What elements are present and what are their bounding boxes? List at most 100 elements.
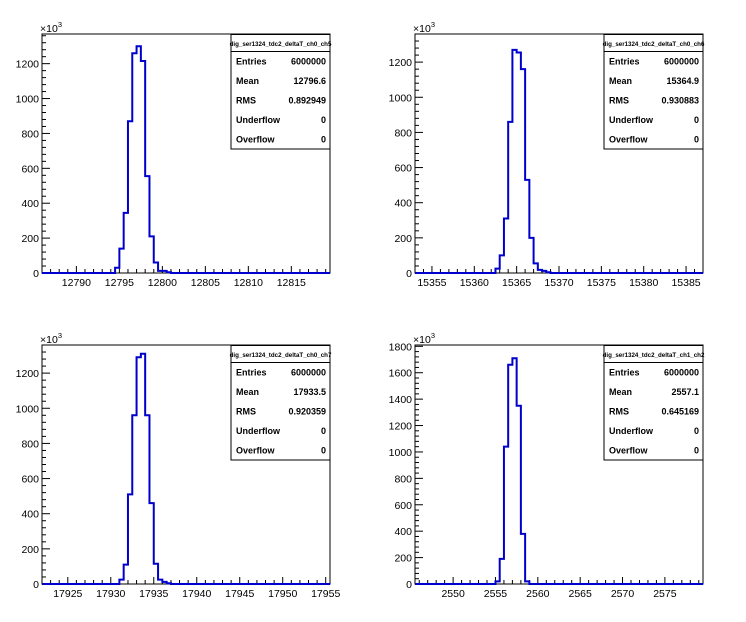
stats-value: 0 (321, 115, 326, 125)
stats-box-frame (230, 34, 331, 150)
stats-label: Underflow (236, 115, 281, 125)
x-tick-label: 2560 (526, 588, 550, 600)
y-multiplier-label: ×103 (40, 20, 62, 35)
stats-value: 0.892949 (288, 96, 326, 106)
histogram-bin (521, 534, 525, 584)
x-tick-label: 12810 (234, 277, 263, 289)
x-tick-label: 17945 (225, 588, 254, 600)
histogram-bin (525, 180, 529, 273)
y-tick-label: 200 (394, 233, 412, 245)
x-tick-label: 12805 (191, 277, 220, 289)
x-tick-label: 17940 (182, 588, 211, 600)
histogram-bin (128, 494, 132, 584)
histogram-bin (128, 121, 132, 273)
histogram-bin (119, 249, 123, 273)
histogram-bin (167, 272, 171, 273)
stats-label: RMS (609, 407, 629, 417)
stats-label: Overflow (609, 135, 649, 145)
stats-label: Entries (236, 57, 267, 67)
stats-value: 6000000 (664, 368, 699, 378)
histogram-bin (542, 271, 546, 273)
histogram-bin (137, 357, 141, 584)
histogram-bin (141, 354, 145, 584)
y-multiplier-label: ×103 (413, 20, 435, 35)
x-tick-label: 2575 (653, 588, 677, 600)
stats-value: 15364.9 (666, 76, 699, 86)
stats-label: Overflow (236, 446, 276, 456)
stats-label: Mean (609, 76, 632, 86)
histogram-bin (538, 270, 542, 273)
histogram-bin (529, 238, 533, 273)
stats-label: Mean (236, 387, 259, 397)
histogram-series-line (415, 48, 703, 274)
x-tick-label: 12815 (277, 277, 306, 289)
y-tick-label: 1400 (389, 394, 413, 406)
histogram-bin (154, 564, 158, 584)
stats-label: RMS (236, 96, 256, 106)
histogram-bin (500, 255, 504, 273)
stats-value: 0.930883 (661, 96, 699, 106)
x-tick-label: 12790 (62, 277, 91, 289)
y-tick-label: 1000 (16, 403, 40, 415)
histogram-bin (512, 358, 516, 584)
histogram-bin (495, 269, 499, 273)
y-tick-label: 1000 (389, 447, 413, 459)
x-tick-label: 15380 (629, 277, 658, 289)
y-tick-label: 800 (21, 438, 39, 450)
histogram-bin (124, 565, 128, 584)
stats-label: Mean (236, 76, 259, 86)
x-tick-label: 17935 (139, 588, 168, 600)
stats-box-frame (230, 345, 331, 461)
stats-label: Overflow (236, 135, 276, 145)
x-tick-label: 17930 (96, 588, 125, 600)
histogram-bin (149, 503, 153, 584)
y-tick-label: 1200 (16, 368, 40, 380)
stats-value: 17933.5 (293, 387, 326, 397)
y-tick-label: 200 (21, 233, 39, 245)
histogram-bin (162, 271, 166, 273)
stats-value: 0 (694, 135, 699, 145)
x-tick-label: 15360 (460, 277, 489, 289)
histogram-bin (534, 263, 538, 273)
stats-value: 0.920359 (288, 407, 326, 417)
stats-label: Entries (609, 57, 640, 67)
stats-label: Overflow (609, 446, 649, 456)
y-tick-label: 0 (33, 268, 39, 280)
histogram-bin (546, 272, 550, 273)
stats-box-title: dig_ser1324_tdc2_deltaT_ch1_ch2 (603, 352, 705, 359)
y-tick-label: 400 (394, 526, 412, 538)
stats-box-title: dig_ser1324_tdc2_deltaT_ch0_ch7 (230, 352, 332, 359)
stats-label: Entries (609, 368, 640, 378)
stats-box: dig_ser1324_tdc2_deltaT_ch0_ch7 Entries 60… (230, 345, 332, 461)
histogram-bin (137, 46, 141, 273)
y-tick-label: 600 (21, 474, 39, 486)
stats-value: 0 (694, 446, 699, 456)
stats-box: dig_ser1324_tdc2_deltaT_ch1_ch2 Entries 60… (603, 345, 705, 461)
histogram-bin (158, 271, 162, 273)
histogram-bin (517, 406, 521, 584)
x-tick-label: 15365 (502, 277, 531, 289)
histogram-bin (517, 52, 521, 273)
y-tick-label: 800 (394, 127, 412, 139)
stats-label: RMS (609, 96, 629, 106)
y-multiplier-label: ×103 (413, 331, 435, 346)
histogram-panel-4: 2550 2555 2560 2565 2570 2575 0 200 400 600 800 100… (389, 331, 705, 600)
histogram-bin (132, 53, 136, 273)
y-tick-label: 1800 (389, 341, 413, 353)
y-tick-label: 1600 (389, 368, 413, 380)
stats-value: 0 (694, 426, 699, 436)
x-tick-label: 15370 (544, 277, 573, 289)
histogram-bin (504, 447, 508, 584)
y-tick-label: 1200 (389, 57, 413, 69)
y-tick-label: 200 (21, 544, 39, 556)
histogram-bin (162, 582, 166, 584)
stats-value: 0 (321, 135, 326, 145)
histogram-bin (124, 213, 128, 273)
stats-value: 6000000 (664, 57, 699, 67)
y-tick-label: 400 (21, 509, 39, 521)
y-tick-label: 1000 (389, 92, 413, 104)
histogram-series-line (415, 357, 703, 585)
histogram-bin (512, 50, 516, 273)
stats-label: RMS (236, 407, 256, 417)
